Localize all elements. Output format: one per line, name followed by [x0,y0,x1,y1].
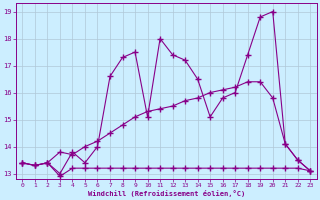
X-axis label: Windchill (Refroidissement éolien,°C): Windchill (Refroidissement éolien,°C) [88,190,245,197]
